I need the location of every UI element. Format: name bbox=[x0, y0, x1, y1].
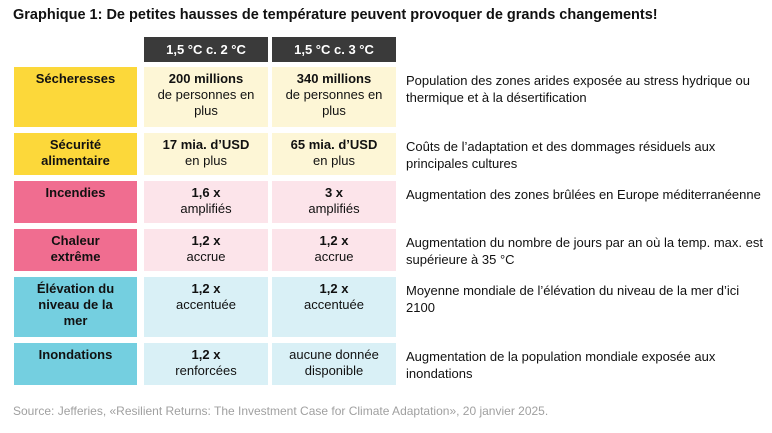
value-cell-3c: 65 mia. d’USD en plus bbox=[272, 133, 396, 175]
category-label: Sécurité alimentaire bbox=[41, 137, 110, 168]
cell-note: amplifiés bbox=[180, 201, 232, 216]
category-food-security: Sécurité alimentaire bbox=[14, 133, 137, 175]
category-sea-level-rise: Élévation du niveau de la mer bbox=[14, 277, 137, 337]
row-description: Population des zones arides exposée au s… bbox=[406, 73, 750, 105]
source-note: Source: Jefferies, «Resilient Returns: T… bbox=[13, 404, 549, 418]
cell-note: amplifiés bbox=[308, 201, 360, 216]
category-label: Chaleur extrême bbox=[50, 233, 101, 264]
cell-value: aucune donnée bbox=[289, 347, 379, 362]
value-cell-3c: 1,2 x accrue bbox=[272, 229, 396, 271]
value-cell-2c: 17 mia. d’USD en plus bbox=[144, 133, 268, 175]
chart-title: Graphique 1: De petites hausses de tempé… bbox=[13, 7, 658, 23]
cell-value: 340 millions bbox=[296, 71, 372, 86]
row-description: Moyenne mondiale de l’élévation du nivea… bbox=[406, 283, 740, 315]
cell-value: 1,2 x bbox=[319, 233, 349, 248]
column-header-2c: 1,5 °C c. 2 °C bbox=[144, 37, 268, 62]
category-extreme-heat: Chaleur extrême bbox=[14, 229, 137, 271]
row-description: Coûts de l’adaptation et des dommages ré… bbox=[406, 139, 716, 171]
cell-value: 3 x bbox=[324, 185, 344, 200]
value-cell-3c: aucune donnée disponible bbox=[272, 343, 396, 385]
cell-value: 1,2 x bbox=[191, 347, 221, 362]
cell-value: 65 mia. d’USD bbox=[290, 137, 378, 152]
cell-note: de personnes en plus bbox=[285, 87, 383, 118]
category-floods: Inondations bbox=[14, 343, 137, 385]
cell-value: 1,2 x bbox=[191, 281, 221, 296]
cell-note: disponible bbox=[304, 363, 364, 378]
row-description: Augmentation des zones brûlées en Europe… bbox=[406, 187, 761, 202]
cell-note: accrue bbox=[314, 249, 354, 264]
value-cell-2c: 1,2 x accrue bbox=[144, 229, 268, 271]
cell-value: 1,6 x bbox=[191, 185, 221, 200]
value-cell-3c: 340 millions de personnes en plus bbox=[272, 67, 396, 127]
cell-value: 17 mia. d’USD bbox=[162, 137, 250, 152]
value-cell-2c: 1,2 x renforcées bbox=[144, 343, 268, 385]
cell-note: en plus bbox=[313, 153, 355, 168]
cell-value: 200 millions bbox=[168, 71, 244, 86]
row-description: Augmentation du nombre de jours par an o… bbox=[406, 235, 763, 267]
category-label: Élévation du niveau de la mer bbox=[36, 281, 115, 328]
cell-value: 1,2 x bbox=[319, 281, 349, 296]
value-cell-2c: 1,2 x accentuée bbox=[144, 277, 268, 337]
value-cell-2c: 200 millions de personnes en plus bbox=[144, 67, 268, 127]
cell-note: de personnes en plus bbox=[157, 87, 255, 118]
column-header-3c: 1,5 °C c. 3 °C bbox=[272, 37, 396, 62]
cell-note: renforcées bbox=[175, 363, 237, 378]
value-cell-2c: 1,6 x amplifiés bbox=[144, 181, 268, 223]
cell-note: accrue bbox=[186, 249, 226, 264]
cell-note: accentuée bbox=[176, 297, 236, 312]
cell-note: en plus bbox=[185, 153, 227, 168]
value-cell-3c: 3 x amplifiés bbox=[272, 181, 396, 223]
value-cell-3c: 1,2 x accentuée bbox=[272, 277, 396, 337]
cell-value: 1,2 x bbox=[191, 233, 221, 248]
category-drought: Sécheresses bbox=[14, 67, 137, 127]
row-description: Augmentation de la population mondiale e… bbox=[406, 349, 716, 381]
category-wildfires: Incendies bbox=[14, 181, 137, 223]
cell-note: accentuée bbox=[304, 297, 364, 312]
